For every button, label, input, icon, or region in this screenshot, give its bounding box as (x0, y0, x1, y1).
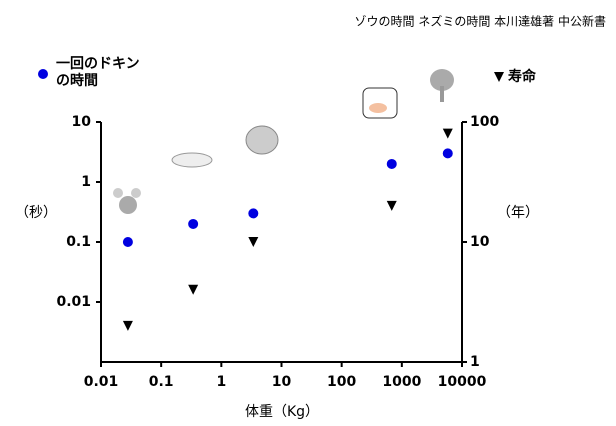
cow-icon (363, 88, 397, 118)
x-tick-label: 10000 (438, 374, 487, 390)
mouse-icon (113, 188, 141, 214)
x-tick-label: 0.1 (149, 374, 174, 390)
y-tick-label: 0.01 (56, 294, 91, 310)
y2-tick-label: 10 (470, 234, 490, 250)
point (443, 148, 453, 158)
page: ゾウの時間 ネズミの時間 本川達雄著 中公新書 体重（Kg） （秒） （年） 0… (0, 0, 616, 426)
y2-tick-label: 100 (470, 114, 499, 130)
x-axis-label: 体重（Kg） (245, 404, 319, 420)
legend-marker (38, 69, 48, 79)
y2-tick-label: 1 (470, 354, 480, 370)
legend-label: 寿命 (508, 68, 537, 85)
point (248, 208, 258, 218)
x-tick-label: 100 (327, 374, 356, 390)
x-tick-label: 1000 (382, 374, 421, 390)
point (188, 285, 198, 295)
rat-icon (172, 153, 212, 167)
y-tick-label: 10 (72, 114, 92, 130)
legend-label: 一回のドキン の時間 (56, 56, 140, 90)
x-tick-label: 1 (216, 374, 226, 390)
point (387, 159, 397, 169)
point (387, 201, 397, 211)
elephant-icon (430, 69, 454, 102)
point (443, 129, 453, 139)
legend-marker (494, 72, 504, 82)
y-tick-label: 1 (81, 174, 91, 190)
cat-icon (246, 126, 278, 154)
point (188, 219, 198, 229)
y-axis-label: （秒） (15, 205, 57, 221)
point (123, 237, 133, 247)
y-tick-label: 0.1 (66, 234, 91, 250)
x-tick-label: 0.01 (84, 374, 119, 390)
x-tick-label: 10 (272, 374, 292, 390)
chart-title: ゾウの時間 ネズミの時間 本川達雄著 中公新書 (355, 14, 606, 29)
point (248, 237, 258, 247)
y2-axis-label: （年） (497, 205, 539, 221)
point (123, 321, 133, 331)
